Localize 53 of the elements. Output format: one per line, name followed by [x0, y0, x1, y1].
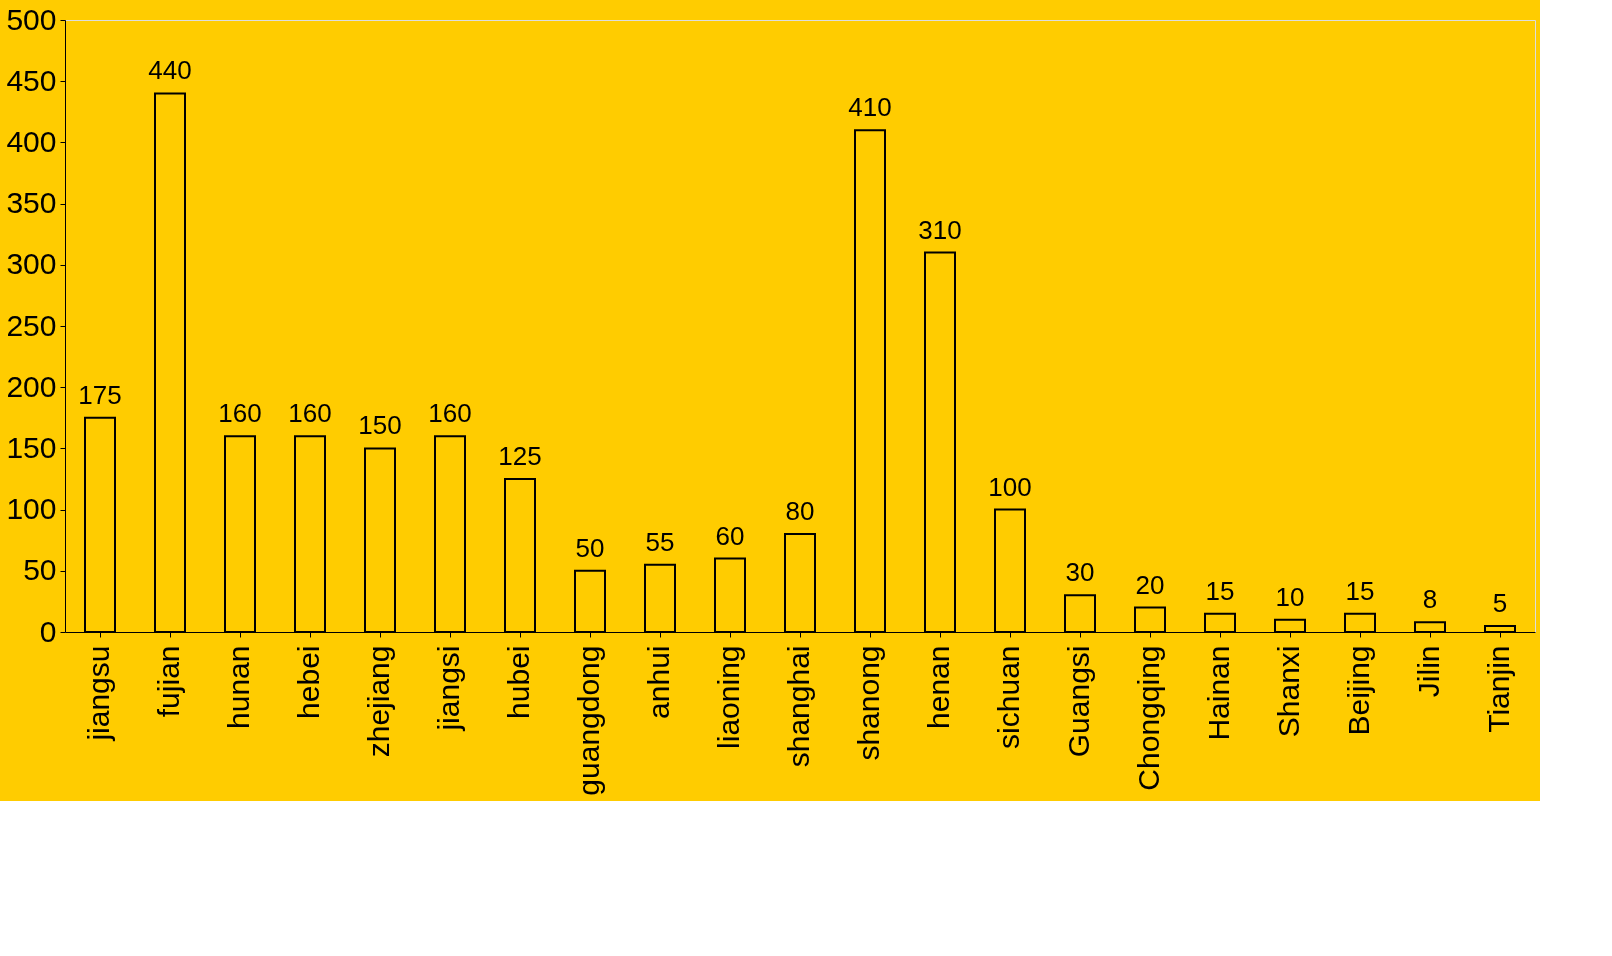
- y-tick-label: 300: [6, 247, 57, 281]
- data-label: 160: [288, 398, 332, 429]
- y-tick-label: 200: [6, 369, 57, 403]
- data-label: 8: [1422, 584, 1438, 615]
- y-tick-label: 450: [6, 63, 57, 97]
- y-tick-label: 500: [6, 2, 57, 36]
- x-tick-label: hubei: [502, 645, 535, 719]
- data-label: 55: [645, 526, 675, 557]
- data-label: 20: [1135, 569, 1165, 600]
- x-tick-label: zhejiang: [362, 645, 395, 758]
- x-tick-label: jiangsi: [432, 645, 465, 732]
- data-label: 150: [358, 410, 402, 441]
- y-tick-label: 100: [6, 492, 57, 526]
- x-tick-label: liaoning: [712, 645, 745, 749]
- x-tick-label: Tianjin: [1482, 645, 1515, 733]
- data-label: 440: [148, 55, 192, 86]
- data-label: 15: [1345, 575, 1375, 606]
- data-label: 125: [498, 441, 542, 471]
- x-tick-label: Beijing: [1342, 645, 1375, 736]
- data-label: 15: [1205, 575, 1235, 606]
- x-tick-label: shanghai: [782, 645, 815, 768]
- data-label: 30: [1065, 557, 1095, 588]
- data-label: 60: [715, 520, 745, 551]
- data-label: 310: [918, 214, 962, 245]
- data-label: 160: [218, 398, 262, 429]
- data-label: 50: [575, 532, 605, 563]
- x-tick-label: Jilin: [1412, 645, 1445, 698]
- x-tick-label: Chongqing: [1132, 645, 1165, 791]
- x-tick-label: hebei: [292, 645, 325, 719]
- data-label: 100: [988, 471, 1032, 502]
- y-tick-label: 150: [6, 430, 57, 464]
- x-tick-label: guangdong: [572, 645, 605, 796]
- x-tick-label: henan: [922, 645, 955, 729]
- x-tick-label: hunan: [222, 645, 255, 729]
- y-tick-label: 0: [39, 614, 57, 648]
- y-tick-label: 250: [6, 308, 57, 342]
- x-tick-label: sichuan: [992, 645, 1025, 749]
- data-label: 10: [1275, 581, 1305, 612]
- x-tick-label: anhui: [642, 645, 675, 719]
- y-tick-label: 350: [6, 186, 57, 220]
- y-tick-label: 50: [23, 553, 57, 587]
- x-tick-label: fujian: [152, 645, 185, 718]
- x-tick-label: shanong: [852, 645, 885, 761]
- y-tick-label: 400: [6, 124, 57, 158]
- data-label: 410: [848, 92, 892, 123]
- x-tick-label: Hainan: [1202, 645, 1235, 741]
- x-tick-label: Guangsi: [1062, 645, 1095, 758]
- data-label: 80: [785, 496, 815, 527]
- data-label: 175: [78, 379, 122, 410]
- x-tick-label: Shanxi: [1272, 645, 1305, 738]
- data-label: 160: [428, 398, 472, 429]
- x-tick-label: jiangsu: [82, 645, 115, 742]
- data-label: 5: [1492, 587, 1508, 618]
